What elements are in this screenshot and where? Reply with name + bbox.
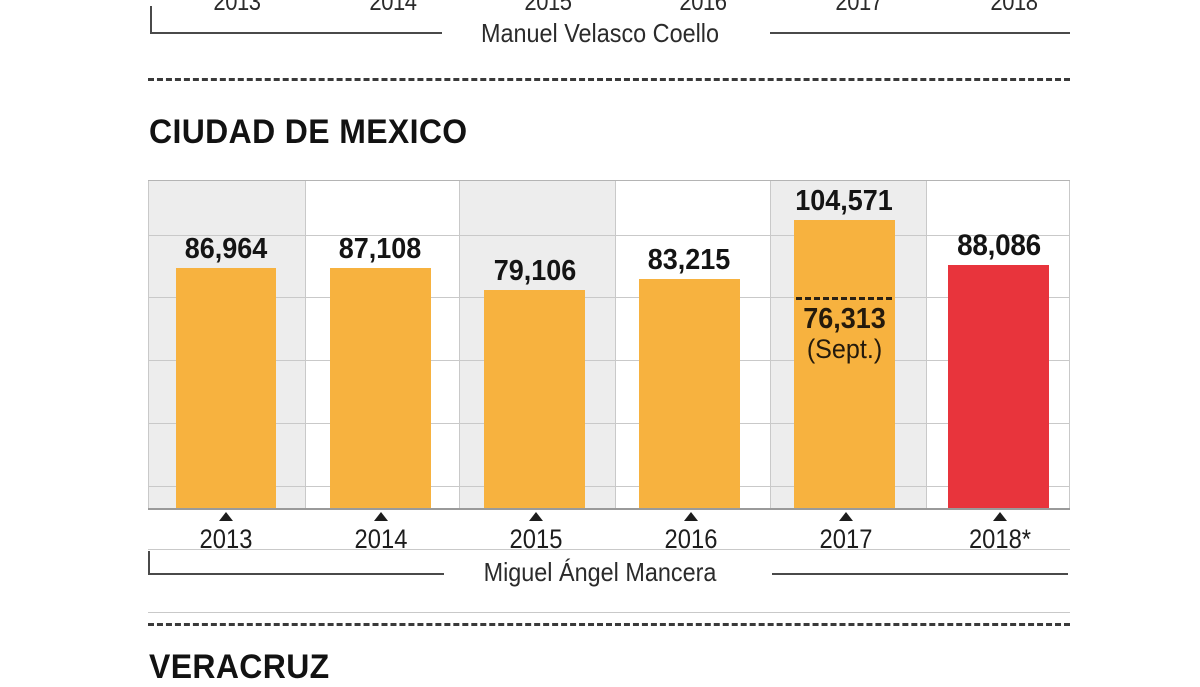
value-label-2013: 86,964 — [184, 233, 268, 265]
vertical-gridline — [305, 180, 306, 508]
value-label-2017: 104,571 — [795, 185, 893, 217]
x-axis-label-2016: 2016 — [664, 524, 718, 554]
bar-2016[interactable] — [639, 279, 740, 508]
value-label-2015: 79,106 — [493, 255, 577, 287]
previous-year-label: 2016 — [679, 0, 727, 16]
september-value: 76,313 — [803, 303, 886, 335]
section-divider-top — [148, 78, 1070, 81]
previous-year-label: 2013 — [213, 0, 261, 16]
previous-bracket-line-left — [150, 32, 442, 34]
horizontal-gridline — [148, 297, 1070, 298]
governor-caption: Miguel Ángel Mancera — [483, 557, 717, 587]
tick-marker-2017 — [839, 512, 853, 521]
previous-year-label: 2018 — [990, 0, 1038, 16]
vertical-gridline — [459, 180, 460, 508]
chart-top-border — [148, 180, 1070, 181]
previous-year-label: 2015 — [524, 0, 572, 16]
horizontal-gridline — [148, 549, 1070, 550]
x-axis-label-2017: 2017 — [819, 524, 873, 554]
september-marker-line — [796, 297, 892, 300]
previous-section-year-labels: 2013 2014 2015 2016 2017 2018 — [150, 0, 1070, 18]
september-annotation: 76,313 (Sept.) — [798, 304, 892, 365]
value-label-2014: 87,108 — [338, 233, 422, 265]
tick-marker-2014 — [374, 512, 388, 521]
value-label-2018: 88,086 — [957, 229, 1041, 262]
bar-2015[interactable] — [484, 290, 585, 508]
bar-2014[interactable] — [330, 268, 431, 508]
next-section-title: VERACRUZ — [149, 648, 330, 686]
governor-bracket-line-right — [772, 573, 1068, 575]
vertical-gridline — [615, 180, 616, 508]
tick-marker-2013 — [219, 512, 233, 521]
vertical-gridline — [1069, 180, 1070, 508]
previous-governor-caption: Manuel Velasco Coello — [480, 18, 720, 48]
horizontal-gridline — [148, 486, 1070, 487]
bar-2017[interactable] — [794, 220, 895, 508]
x-axis-line — [148, 508, 1070, 510]
x-axis-label-2018: 2018* — [968, 524, 1032, 554]
bar-2013[interactable] — [176, 268, 276, 508]
x-axis-label-2013: 2013 — [199, 524, 253, 554]
vertical-gridline — [770, 180, 771, 508]
horizontal-gridline — [148, 235, 1070, 236]
x-axis-label-2015: 2015 — [509, 524, 563, 554]
horizontal-gridline — [148, 612, 1070, 613]
section-divider-bottom — [148, 623, 1070, 626]
bar-2018[interactable] — [948, 265, 1049, 508]
previous-year-label: 2017 — [835, 0, 883, 16]
tick-marker-2016 — [684, 512, 698, 521]
previous-bracket-stem — [150, 6, 152, 32]
horizontal-gridline — [148, 423, 1070, 424]
page-title: CIUDAD DE MEXICO — [149, 113, 468, 151]
previous-year-label: 2014 — [369, 0, 417, 16]
tick-marker-2015 — [529, 512, 543, 521]
horizontal-gridline — [148, 360, 1070, 361]
governor-bracket-line-left — [148, 573, 444, 575]
x-axis-label-2014: 2014 — [354, 524, 408, 554]
governor-bracket-stem — [148, 551, 150, 575]
previous-bracket-line-right — [770, 32, 1070, 34]
bar-chart: 76,313 (Sept.) 86,964 87,108 79,106 83,2… — [148, 180, 1070, 613]
vertical-gridline — [926, 180, 927, 508]
value-label-2016: 83,215 — [647, 244, 731, 276]
previous-section-clipped: 2013 2014 2015 2016 2017 2018 Manuel Vel… — [0, 0, 1200, 68]
september-period: (Sept.) — [806, 334, 883, 365]
tick-marker-2018 — [993, 512, 1007, 521]
vertical-gridline — [148, 180, 149, 508]
